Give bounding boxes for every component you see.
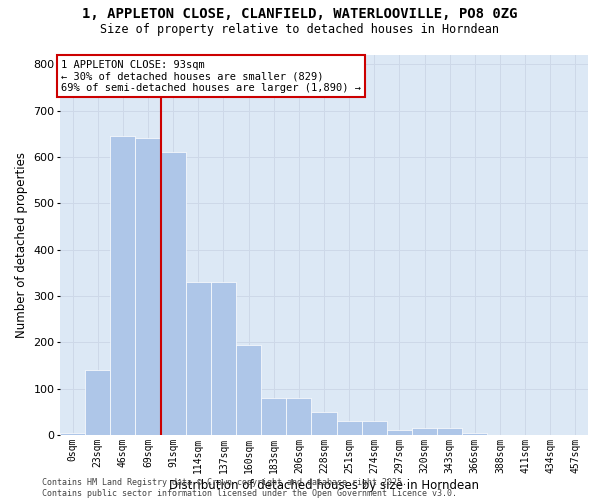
Text: Contains HM Land Registry data © Crown copyright and database right 2025.
Contai: Contains HM Land Registry data © Crown c…: [42, 478, 457, 498]
X-axis label: Distribution of detached houses by size in Horndean: Distribution of detached houses by size …: [169, 478, 479, 492]
Bar: [387, 430, 412, 435]
Bar: [60, 432, 85, 435]
Bar: [261, 398, 286, 435]
Bar: [311, 412, 337, 435]
Bar: [85, 370, 110, 435]
Text: Size of property relative to detached houses in Horndean: Size of property relative to detached ho…: [101, 22, 499, 36]
Bar: [462, 432, 487, 435]
Bar: [211, 282, 236, 435]
Bar: [437, 428, 462, 435]
Bar: [161, 152, 186, 435]
Bar: [362, 421, 387, 435]
Bar: [110, 136, 136, 435]
Bar: [412, 428, 437, 435]
Bar: [186, 282, 211, 435]
Bar: [136, 138, 161, 435]
Text: 1, APPLETON CLOSE, CLANFIELD, WATERLOOVILLE, PO8 0ZG: 1, APPLETON CLOSE, CLANFIELD, WATERLOOVI…: [82, 8, 518, 22]
Bar: [337, 421, 362, 435]
Bar: [286, 398, 311, 435]
Y-axis label: Number of detached properties: Number of detached properties: [15, 152, 28, 338]
Text: 1 APPLETON CLOSE: 93sqm
← 30% of detached houses are smaller (829)
69% of semi-d: 1 APPLETON CLOSE: 93sqm ← 30% of detache…: [61, 60, 361, 93]
Bar: [236, 344, 261, 435]
